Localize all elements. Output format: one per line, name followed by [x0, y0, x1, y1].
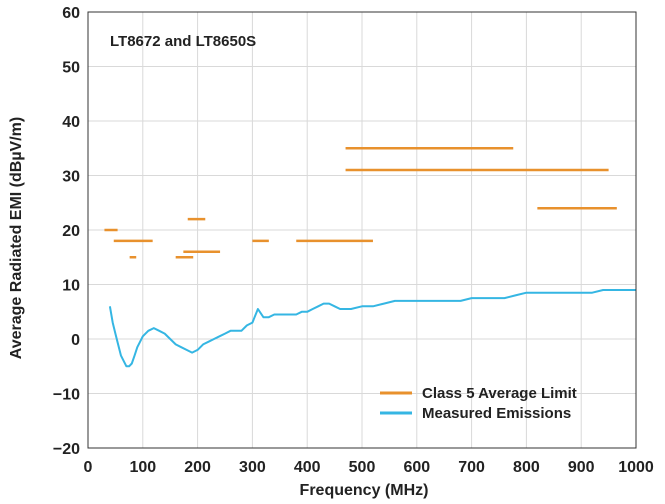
y-tick-label-1: 50 — [62, 60, 80, 77]
legend-label-emissions: Measured Emissions — [422, 405, 571, 422]
x-tick-label-4: 400 — [294, 459, 321, 476]
y-tick-label-7: −10 — [53, 387, 80, 404]
y-axis-label: Average Radiated EMI (dBµV/m) — [8, 117, 25, 359]
x-tick-label-0: 0 — [84, 459, 93, 476]
plot-series — [104, 147, 636, 368]
x-axis-label: Frequency (MHz) — [300, 482, 429, 499]
x-tick-label-5: 500 — [349, 459, 376, 476]
x-tick-label-3: 300 — [239, 459, 266, 476]
y-tick-label-2: 40 — [62, 114, 80, 131]
grid-lines — [87, 11, 637, 449]
y-tick-label-5: 10 — [62, 278, 80, 295]
x-tick-label-8: 800 — [513, 459, 540, 476]
x-tick-label-7: 700 — [458, 459, 485, 476]
legend-label-limit: Class 5 Average Limit — [422, 385, 577, 402]
x-tick-label-1: 100 — [129, 459, 156, 476]
y-tick-labels: 60 50 40 30 20 10 0 −10 −20 — [53, 5, 80, 458]
emissions-line — [108, 289, 636, 368]
x-tick-label-10: 1000 — [618, 459, 654, 476]
y-tick-label-3: 30 — [62, 169, 80, 186]
x-tick-label-2: 200 — [184, 459, 211, 476]
y-tick-label-0: 60 — [62, 5, 80, 22]
x-tick-label-9: 900 — [568, 459, 595, 476]
plot-frame — [87, 11, 637, 449]
x-tick-label-6: 600 — [403, 459, 430, 476]
x-tick-labels: 0 100 200 300 400 500 600 700 800 900 1000 — [84, 459, 654, 476]
y-tick-label-8: −20 — [53, 441, 80, 458]
legend: Class 5 Average Limit Measured Emissions — [380, 385, 577, 422]
chart-annotation: LT8672 and LT8650S — [110, 33, 256, 50]
y-tick-label-4: 20 — [62, 223, 80, 240]
y-tick-label-6: 0 — [71, 332, 80, 349]
